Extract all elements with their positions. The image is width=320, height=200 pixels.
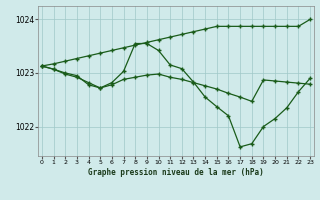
X-axis label: Graphe pression niveau de la mer (hPa): Graphe pression niveau de la mer (hPa) (88, 168, 264, 177)
